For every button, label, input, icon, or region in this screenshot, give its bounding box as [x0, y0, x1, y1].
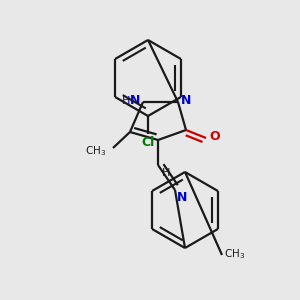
Text: Cl: Cl: [141, 136, 154, 149]
Text: H: H: [162, 168, 170, 178]
Text: O: O: [209, 130, 220, 143]
Text: CH$_3$: CH$_3$: [85, 144, 106, 158]
Text: N: N: [130, 94, 140, 107]
Text: N: N: [181, 94, 191, 107]
Text: CH$_3$: CH$_3$: [224, 247, 245, 261]
Text: H: H: [122, 96, 130, 106]
Text: N: N: [177, 191, 188, 204]
